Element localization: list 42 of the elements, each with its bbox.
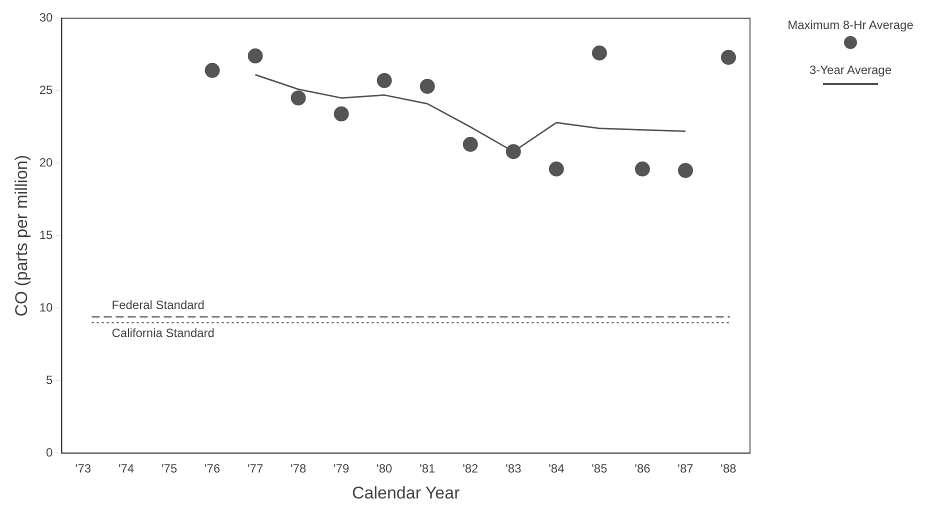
x-tick-label: '80 (376, 462, 393, 476)
x-tick-label: '79 (334, 462, 350, 476)
x-tick-label: '85 (592, 462, 608, 476)
x-axis-title: Calendar Year (352, 483, 460, 502)
point (290, 90, 306, 106)
legend-label: 3-Year Average (808, 63, 893, 77)
point (204, 62, 220, 78)
y-tick-label: 30 (39, 10, 54, 25)
y-tick-label: 20 (39, 156, 54, 170)
ref-line-label: California Standard (112, 326, 214, 340)
x-tick-label: '87 (678, 462, 694, 476)
point (376, 73, 392, 88)
point (506, 144, 521, 160)
x-tick-label: '82 (462, 462, 479, 476)
point (592, 46, 607, 60)
x-tick-label: '77 (248, 462, 264, 476)
point (462, 136, 478, 152)
point (334, 106, 349, 122)
point (420, 78, 435, 94)
x-tick-label: '86 (634, 462, 651, 476)
x-tick-label: '83 (506, 462, 522, 476)
x-tick-label: '76 (204, 462, 220, 476)
point (548, 162, 564, 176)
y-tick-label: 15 (39, 228, 54, 242)
y-tick-label: 0 (46, 446, 54, 460)
x-tick-label: '73 (75, 462, 92, 476)
x-tick-label: '88 (720, 462, 737, 476)
x-tick-label: '74 (118, 462, 134, 476)
text: Maximum 8-Hr Average (786, 18, 914, 32)
point (248, 48, 263, 64)
x-tick-label: '75 (161, 462, 178, 476)
x-tick-label: '84 (548, 462, 565, 476)
y-tick-label: 10 (39, 300, 54, 315)
y-tick-label: 25 (39, 83, 54, 98)
y-tick-label: 5 (46, 373, 54, 388)
y-axis-title: CO (parts per million) (12, 154, 31, 316)
x-tick-label: '78 (290, 462, 306, 476)
ref-line-label: Federal Standard (112, 298, 204, 312)
x-tick-label: '81 (420, 462, 436, 476)
point (634, 162, 650, 176)
point (678, 162, 693, 178)
point (720, 50, 736, 65)
